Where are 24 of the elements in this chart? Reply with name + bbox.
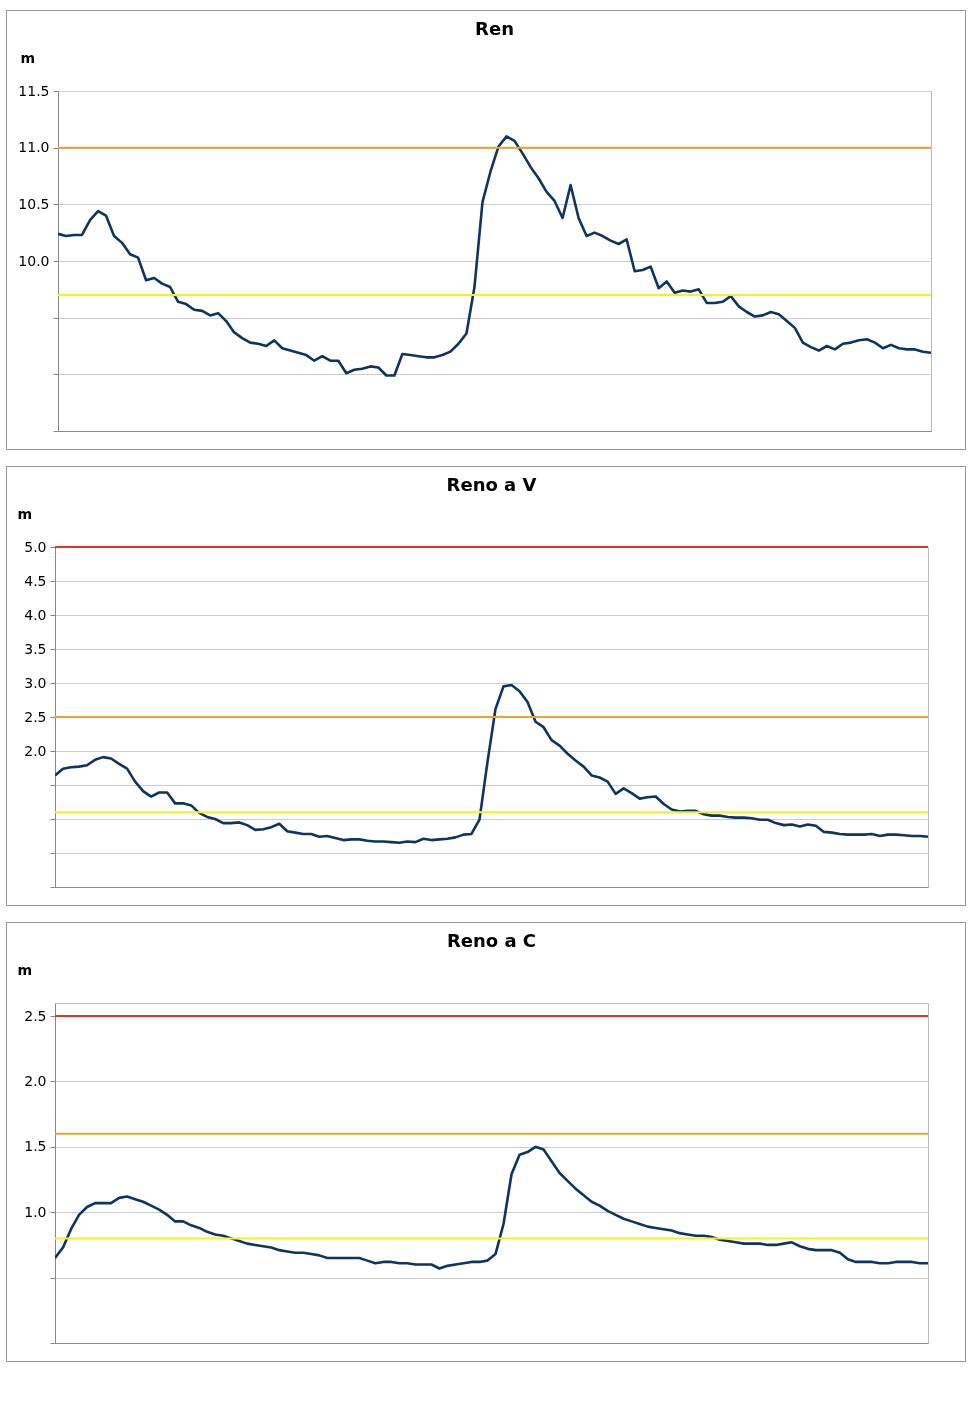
y-tick-label: 2.5 bbox=[24, 708, 47, 725]
y-tick-label: 2.5 bbox=[24, 1007, 47, 1024]
y-tick-label: 2.0 bbox=[24, 742, 47, 759]
chart-title: Ren bbox=[475, 18, 514, 39]
y-tick-label: 2.0 bbox=[24, 1072, 47, 1089]
chart-title: Reno a C bbox=[446, 930, 537, 951]
y-tick-label: 11.5 bbox=[18, 82, 50, 99]
y-tick-label: 4.0 bbox=[24, 606, 47, 623]
y-tick-label: 4.5 bbox=[24, 572, 47, 589]
y-tick-label: 10.5 bbox=[18, 195, 50, 212]
line-series bbox=[55, 1145, 928, 1270]
line-series bbox=[55, 683, 928, 845]
y-tick-label: 1.5 bbox=[24, 1138, 47, 1155]
y-axis-title: m bbox=[20, 49, 36, 66]
y-tick-label: 1.0 bbox=[24, 1203, 47, 1220]
y-tick-label: 3.0 bbox=[24, 674, 47, 691]
y-axis-title: m bbox=[17, 505, 33, 522]
y-tick-label: 11.0 bbox=[18, 139, 50, 156]
y-tick-label: 5.0 bbox=[24, 538, 47, 555]
y-tick-label: 3.5 bbox=[24, 640, 47, 657]
y-axis-title: m bbox=[17, 961, 33, 978]
y-tick-label: 10.0 bbox=[18, 252, 50, 269]
line-series bbox=[58, 135, 931, 377]
chart-title: Reno a V bbox=[446, 474, 537, 495]
